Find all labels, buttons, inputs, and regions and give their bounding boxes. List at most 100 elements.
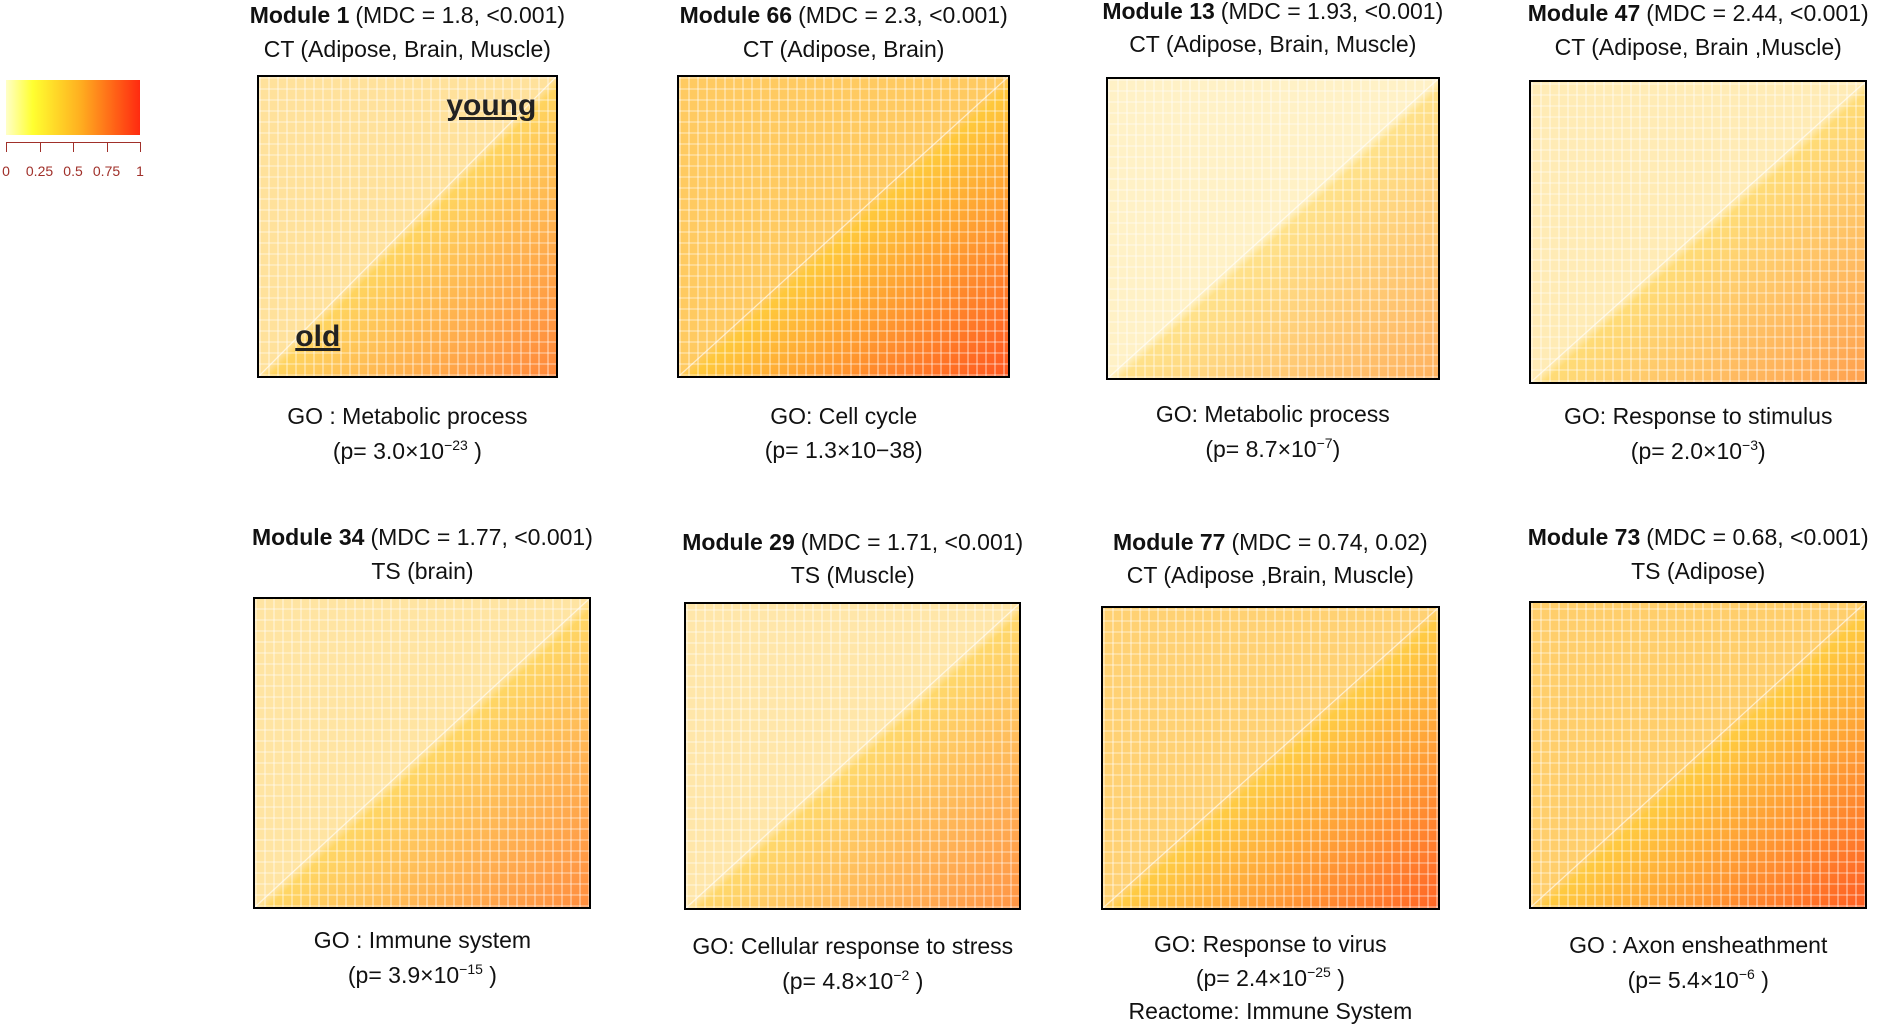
p-value: (p= 3.9×10−15 ) [348,961,497,989]
p-value: (p= 4.8×10−2 ) [782,967,923,995]
p-exponent: −23 [444,436,468,453]
p-value: (p= 2.0×10−3) [1631,437,1766,465]
annotation: GO: Cell cycle [770,403,918,430]
p-end: ) [1754,966,1769,993]
p-end: ) [1758,437,1766,464]
panel-title: Module 34 (MDC = 1.77, <0.001) [252,524,593,551]
p-end: ) [909,967,924,994]
module-name: Module 1 [249,2,350,29]
module-name: Module 13 [1102,0,1215,24]
tissue: CT (Adipose, Brain ,Muscle) [1554,33,1842,60]
p-exponent: −25 [1307,964,1331,981]
p-text: (p= 3.9×10 [347,961,460,988]
p-end: ) [1332,435,1341,462]
colorbar-tick-label: 0 [2,162,10,179]
heatmap [1529,79,1868,384]
module-name: Module 47 [1527,0,1641,26]
module-name: Module 34 [251,523,365,550]
colorbar-tick [6,142,8,153]
tissue: TS (brain) [371,557,474,584]
p-exponent: −7 [1316,434,1333,451]
heatmap-texture [686,604,1020,909]
heatmap [1105,77,1440,381]
colorbar [6,79,140,136]
colorbar-tick-label: 0.75 [92,162,121,179]
p-text: (p= 1.3×10−38) [764,436,923,463]
annotation: GO: Response to stimulus [1564,403,1833,430]
heatmap [253,597,592,909]
p-text: (p= 8.7×10 [1205,435,1317,462]
p-value: (p= 8.7×10−7) [1205,435,1340,463]
panel-title: Module 66 (MDC = 2.3, <0.001) [680,2,1008,29]
heatmap-texture [679,76,1009,376]
panel-title: Module 77 (MDC = 0.74, 0.02) [1113,529,1428,556]
module-stats: (MDC = 1.8, <0.001) [355,2,566,29]
module-stats: (MDC = 1.93, <0.001) [1220,0,1444,24]
colorbar-tick-label: 0.25 [25,162,54,179]
module-name: Module 77 [1113,528,1226,555]
p-exponent: −6 [1738,965,1755,982]
p-exponent: −15 [459,960,483,977]
panel-title: Module 13 (MDC = 1.93, <0.001) [1102,0,1443,25]
p-end: ) [467,437,482,464]
annotation: GO: Metabolic process [1155,400,1390,427]
module-stats: (MDC = 1.71, <0.001) [800,528,1024,555]
annotation: GO : Metabolic process [287,403,528,430]
heatmap [684,602,1022,911]
panel-title: Module 47 (MDC = 2.44, <0.001) [1528,0,1869,27]
annotation: GO : Immune system [313,926,532,953]
p-exponent: −2 [893,966,910,983]
module-name: Module 29 [682,528,795,555]
p-text: (p= 3.0×10 [332,437,445,464]
annotation: GO: Cellular response to stress [692,933,1014,959]
tissue: TS (Muscle) [790,562,915,589]
panel-title: Module 73 (MDC = 0.68, <0.001) [1528,524,1869,551]
p-text: (p= 2.4×10 [1195,965,1308,992]
annotation: GO : Axon ensheathment [1569,931,1828,958]
heatmap-texture [1531,603,1866,907]
p-value: (p= 3.0×10−23 ) [333,437,482,465]
heatmap-texture [255,599,590,907]
colorbar-tick [140,142,141,153]
module-name: Module 73 [1527,523,1641,550]
colorbar-tick-label: 0.5 [63,162,83,179]
panel-title: Module 1 (MDC = 1.8, <0.001) [250,2,565,29]
heatmap [1100,605,1440,911]
p-text: (p= 2.0×10 [1630,437,1743,464]
heatmap [1529,601,1868,909]
tissue: CT (Adipose, Brain, Muscle) [263,36,551,63]
heatmap: young old [257,74,558,378]
p-text: (p= 4.8×10 [782,967,894,994]
p-end: ) [482,961,497,988]
p-end: ) [1330,965,1345,992]
heatmap-texture [259,76,556,376]
p-value: (p= 5.4×10−6 ) [1628,966,1769,994]
tissue: CT (Adipose, Brain, Muscle) [1129,31,1417,58]
extra-annotation: Reactome: Immune System [1128,998,1413,1025]
panel-title: Module 29 (MDC = 1.71, <0.001) [682,529,1023,556]
module-stats: (MDC = 2.3, <0.001) [798,2,1008,29]
p-text: (p= 5.4×10 [1627,966,1739,993]
tissue: TS (Adipose) [1631,557,1766,584]
p-exponent: −3 [1742,436,1759,453]
colorbar-tick-label: 1 [136,162,144,179]
heatmap-texture [1102,607,1438,909]
colorbar-tick [106,142,108,153]
heatmap [677,74,1011,378]
heatmap-texture [1107,79,1438,379]
p-value: (p= 1.3×10−38) [765,437,923,464]
tissue: CT (Adipose ,Brain, Muscle) [1126,562,1414,589]
tissue: CT (Adipose, Brain) [742,36,945,63]
module-stats: (MDC = 2.44, <0.001) [1646,0,1869,26]
module-name: Module 66 [679,2,793,29]
heatmap-texture [1531,81,1866,382]
p-value: (p= 2.4×10−25 ) [1196,964,1345,992]
colorbar-tick [73,142,75,153]
young-label: young [446,88,537,122]
old-label: old [295,320,341,354]
annotation: GO: Response to virus [1154,930,1387,957]
module-stats: (MDC = 0.68, <0.001) [1646,523,1869,550]
colorbar-tick [39,142,41,153]
module-stats: (MDC = 1.77, <0.001) [370,523,593,550]
